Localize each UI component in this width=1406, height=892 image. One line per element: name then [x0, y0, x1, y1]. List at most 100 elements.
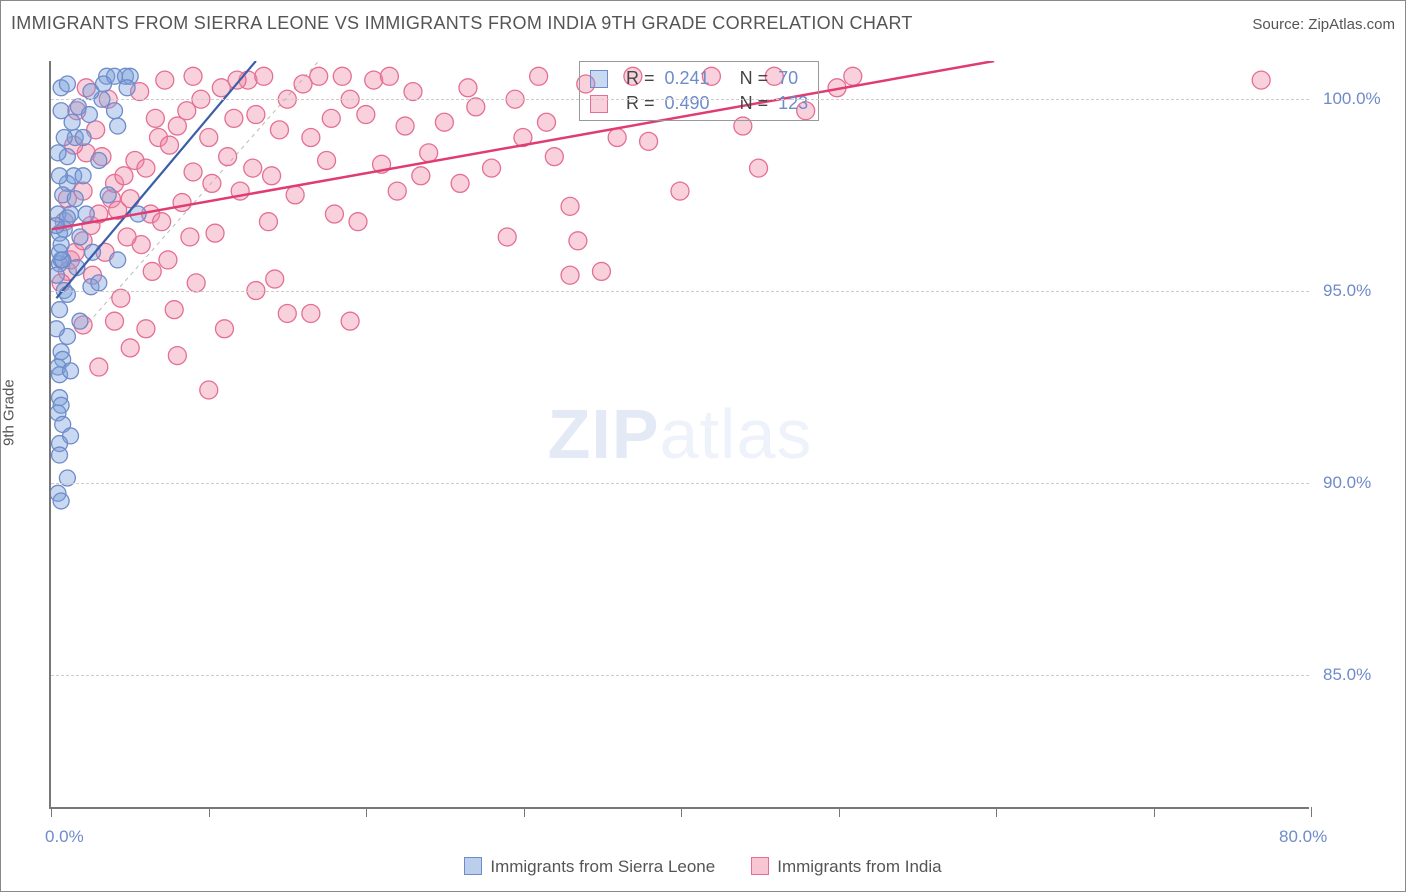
- source-link[interactable]: ZipAtlas.com: [1308, 16, 1395, 33]
- scatter-point-india: [255, 67, 273, 85]
- scatter-point-india: [545, 148, 563, 166]
- scatter-point-india: [451, 174, 469, 192]
- scatter-point-india: [121, 190, 139, 208]
- scatter-svg: [51, 61, 1309, 807]
- scatter-point-sierra_leone: [119, 80, 135, 96]
- x-tick: [209, 807, 210, 817]
- scatter-point-india: [270, 121, 288, 139]
- scatter-point-india: [106, 312, 124, 330]
- scatter-point-india: [137, 159, 155, 177]
- scatter-point-sierra_leone: [110, 118, 126, 134]
- scatter-point-india: [225, 109, 243, 127]
- plot-area: ZIPatlas R =0.241 N =70R =0.490 N =123 8…: [49, 61, 1393, 809]
- scatter-point-india: [168, 347, 186, 365]
- x-tick: [1311, 807, 1312, 817]
- scatter-point-sierra_leone: [51, 218, 64, 234]
- scatter-point-sierra_leone: [78, 206, 94, 222]
- r-label: R =: [626, 68, 655, 89]
- scatter-point-india: [420, 144, 438, 162]
- scatter-point-india: [671, 182, 689, 200]
- scatter-point-sierra_leone: [75, 168, 91, 184]
- scatter-point-india: [310, 67, 328, 85]
- scatter-point-india: [143, 262, 161, 280]
- scatter-point-sierra_leone: [59, 286, 75, 302]
- scatter-point-india: [608, 129, 626, 147]
- n-value: 123: [778, 93, 808, 114]
- scatter-point-india: [263, 167, 281, 185]
- x-tick: [839, 807, 840, 817]
- scatter-point-sierra_leone: [63, 363, 79, 379]
- scatter-point-india: [483, 159, 501, 177]
- scatter-point-india: [459, 79, 477, 97]
- scatter-point-india: [200, 129, 218, 147]
- scatter-point-india: [286, 186, 304, 204]
- source-attribution: Source: ZipAtlas.com: [1252, 16, 1395, 33]
- gridline-h: [51, 291, 1309, 292]
- x-axis-end-label: 80.0%: [1279, 827, 1327, 847]
- scatter-point-india: [206, 224, 224, 242]
- scatter-point-india: [844, 67, 862, 85]
- scatter-point-india: [121, 339, 139, 357]
- scatter-point-india: [388, 182, 406, 200]
- n-value: 70: [778, 68, 798, 89]
- scatter-point-india: [302, 305, 320, 323]
- scatter-point-india: [173, 194, 191, 212]
- scatter-point-sierra_leone: [59, 76, 75, 92]
- scatter-point-sierra_leone: [51, 267, 64, 283]
- scatter-point-india: [137, 320, 155, 338]
- correlation-stats-box: R =0.241 N =70R =0.490 N =123: [579, 61, 819, 121]
- scatter-point-india: [184, 67, 202, 85]
- x-tick: [366, 807, 367, 817]
- r-value: 0.490: [665, 93, 710, 114]
- legend-label: Immigrants from India: [777, 857, 941, 876]
- scatter-point-sierra_leone: [52, 302, 68, 318]
- scatter-point-india: [228, 71, 246, 89]
- scatter-point-sierra_leone: [81, 107, 97, 123]
- legend-item: Immigrants from Sierra Leone: [464, 857, 715, 877]
- scatter-point-sierra_leone: [107, 103, 123, 119]
- scatter-point-india: [219, 148, 237, 166]
- scatter-point-india: [435, 113, 453, 131]
- scatter-point-india: [215, 320, 233, 338]
- scatter-point-india: [640, 132, 658, 150]
- scatter-point-india: [341, 312, 359, 330]
- scatter-point-india: [247, 106, 265, 124]
- scatter-point-sierra_leone: [72, 229, 88, 245]
- r-value: 0.241: [665, 68, 710, 89]
- x-tick: [524, 807, 525, 817]
- scatter-point-india: [569, 232, 587, 250]
- stats-row-sierra_leone: R =0.241 N =70: [590, 66, 808, 91]
- scatter-point-sierra_leone: [75, 130, 91, 146]
- scatter-point-india: [115, 167, 133, 185]
- y-tick-label: 100.0%: [1323, 89, 1381, 109]
- scatter-point-sierra_leone: [72, 313, 88, 329]
- scatter-point-india: [187, 274, 205, 292]
- scatter-point-india: [530, 67, 548, 85]
- stats-row-india: R =0.490 N =123: [590, 91, 808, 116]
- scatter-point-india: [365, 71, 383, 89]
- stats-swatch: [590, 95, 608, 113]
- x-axis-origin-label: 0.0%: [45, 827, 84, 847]
- scatter-point-sierra_leone: [67, 191, 83, 207]
- y-tick-label: 95.0%: [1323, 281, 1371, 301]
- plot-inner: ZIPatlas R =0.241 N =70R =0.490 N =123: [49, 61, 1309, 809]
- scatter-point-sierra_leone: [85, 244, 101, 260]
- scatter-point-india: [561, 197, 579, 215]
- y-tick-label: 90.0%: [1323, 473, 1371, 493]
- scatter-point-india: [498, 228, 516, 246]
- legend-bottom: Immigrants from Sierra Leone Immigrants f…: [1, 857, 1405, 877]
- legend-swatch: [464, 857, 482, 875]
- scatter-point-sierra_leone: [96, 76, 112, 92]
- stats-swatch: [590, 70, 608, 88]
- scatter-point-sierra_leone: [52, 168, 68, 184]
- scatter-point-india: [302, 129, 320, 147]
- scatter-point-india: [325, 205, 343, 223]
- legend-item: Immigrants from India: [751, 857, 941, 877]
- scatter-point-india: [467, 98, 485, 116]
- scatter-point-india: [90, 358, 108, 376]
- scatter-point-sierra_leone: [53, 237, 69, 253]
- x-tick: [1154, 807, 1155, 817]
- x-tick: [681, 807, 682, 817]
- n-label: N =: [740, 93, 769, 114]
- scatter-point-sierra_leone: [53, 103, 69, 119]
